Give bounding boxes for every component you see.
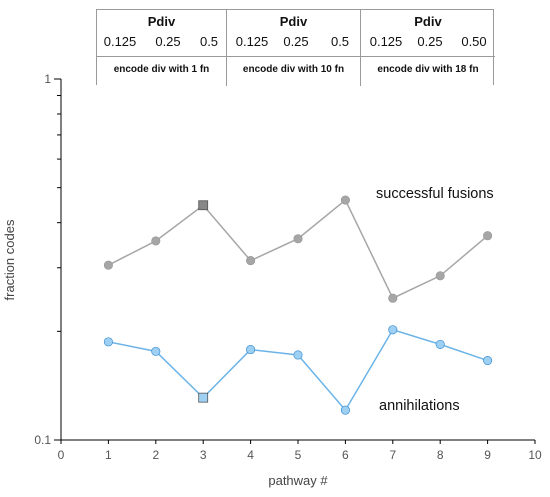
series-lines: [108, 198, 489, 412]
data-point: [435, 271, 445, 281]
data-point: [151, 346, 161, 356]
y-tick-label: 1: [44, 72, 51, 86]
x-axis-label: pathway #: [268, 473, 328, 488]
series-label-successful-fusions: successful fusions: [376, 186, 494, 202]
table-value: 0.125: [369, 34, 403, 49]
data-point: [293, 234, 303, 244]
condition-table: Pdiv 0.125 0.25 0.5 encode div with 1 fn…: [96, 9, 495, 86]
table-group: Pdiv 0.125 0.25 0.5 encode div with 10 f…: [227, 10, 361, 86]
data-point-highlight: [198, 200, 209, 211]
x-tick-label: 6: [342, 448, 349, 462]
series-label-annihilations: annihilations: [379, 398, 460, 414]
table-group-footer: encode div with 1 fn: [113, 64, 210, 75]
data-point: [483, 355, 493, 366]
data-point-highlight: [198, 392, 209, 403]
table-value: 0.5: [330, 34, 350, 49]
data-point: [388, 293, 398, 303]
table-value: 0.50: [461, 34, 487, 49]
table-group: Pdiv 0.125 0.25 0.50 encode div with 18 …: [361, 10, 495, 86]
x-tick-label: 9: [484, 448, 491, 462]
data-point: [340, 405, 350, 415]
data-point: [483, 231, 493, 241]
data-point: [435, 339, 445, 349]
data-point: [246, 345, 256, 355]
data-point: [246, 256, 256, 266]
series-markers: [103, 195, 493, 415]
y-axis-label: fraction codes: [2, 219, 17, 300]
table-value: 0.125: [235, 34, 269, 49]
table-group-header: Pdiv: [279, 14, 308, 29]
data-point: [151, 236, 161, 246]
table-group-values: 0.125 0.25 0.5: [97, 34, 226, 52]
x-tick-label: 8: [437, 448, 444, 462]
x-tick-label: 3: [200, 448, 207, 462]
x-tick-label: 4: [247, 448, 254, 462]
table-group-footer: encode div with 18 fn: [377, 64, 479, 75]
x-tick-label: 7: [389, 448, 396, 462]
data-point: [293, 350, 303, 360]
series-line: [108, 198, 489, 300]
data-point: [103, 337, 113, 347]
table-value: 0.25: [155, 34, 181, 49]
table-separator: [97, 56, 226, 57]
data-point: [340, 195, 350, 205]
y-ticks: 0.11: [34, 72, 61, 447]
data-point: [388, 325, 398, 335]
x-tick-label: 2: [152, 448, 159, 462]
x-tick-label: 1: [105, 448, 112, 462]
table-group-footer: encode div with 10 fn: [242, 64, 345, 75]
data-point: [103, 260, 113, 270]
x-ticks: 0 1 2 3 4 5 6 7 8 9 10: [58, 440, 542, 462]
table-value: 0.25: [417, 34, 443, 49]
table-separator: [361, 56, 495, 57]
table-group-values: 0.125 0.25 0.50: [361, 34, 495, 52]
y-tick-label: 0.1: [34, 433, 51, 447]
table-group-header: Pdiv: [147, 14, 176, 29]
axes: [60, 79, 535, 441]
table-group-values: 0.125 0.25 0.5: [227, 34, 360, 52]
x-tick-label: 10: [528, 448, 542, 462]
x-tick-label: 0: [58, 448, 65, 462]
table-value: 0.125: [103, 34, 137, 49]
table-value: 0.25: [283, 34, 309, 49]
table-group-header: Pdiv: [414, 14, 442, 29]
x-tick-label: 5: [295, 448, 302, 462]
table-separator: [227, 56, 360, 57]
table-group: Pdiv 0.125 0.25 0.5 encode div with 1 fn: [97, 10, 227, 86]
table-value: 0.5: [199, 34, 219, 49]
